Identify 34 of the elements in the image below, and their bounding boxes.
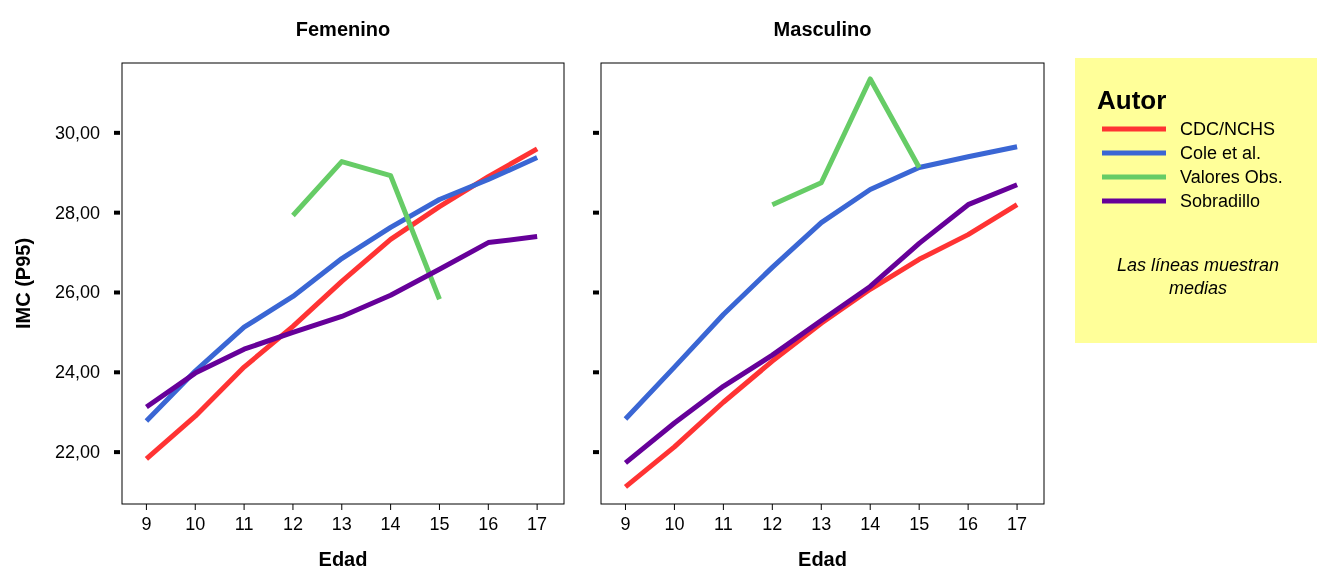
y-tick-label: 22,00 <box>54 442 100 463</box>
legend-label: Cole et al. <box>1180 143 1262 163</box>
x-tick-label: 10 <box>664 514 685 534</box>
x-tick-label: 10 <box>185 514 206 534</box>
x-tick-label: 9 <box>620 514 631 534</box>
legend-label: Valores Obs. <box>1180 167 1283 187</box>
x-tick-label: 12 <box>762 514 783 534</box>
x-axis-title: Edad <box>798 548 847 569</box>
y-tick-label: 24,00 <box>54 362 100 383</box>
x-axis-title: Edad <box>318 548 368 569</box>
legend-label: Sobradillo <box>1180 191 1261 211</box>
x-tick-label: 16 <box>478 514 499 534</box>
x-tick-label: 13 <box>811 514 832 534</box>
x-tick-label: 9 <box>141 514 152 534</box>
x-tick-label: 11 <box>714 514 733 534</box>
x-tick-label: 15 <box>429 514 450 534</box>
x-tick-label: 12 <box>282 514 303 534</box>
x-tick-label: 11 <box>234 514 254 534</box>
chart-title: Masculino <box>773 18 872 40</box>
y-tick-label: 26,00 <box>54 282 100 303</box>
legend-label: CDC/NCHS <box>1180 119 1276 139</box>
text: Las líneas muestran medias <box>1116 255 1280 298</box>
x-tick-label: 15 <box>909 514 930 534</box>
x-tick-label: 17 <box>527 514 548 534</box>
x-tick-label: 16 <box>958 514 979 534</box>
y-tick-label: 28,00 <box>54 202 100 223</box>
x-tick-label: 17 <box>1007 514 1028 534</box>
chart-title: Femenino <box>295 18 391 40</box>
y-tick-label: 30,00 <box>54 122 100 143</box>
x-tick-label: 14 <box>860 514 881 534</box>
x-tick-label: 13 <box>331 514 352 534</box>
legend-title: Autor <box>1097 85 1167 115</box>
x-tick-label: 14 <box>380 514 401 534</box>
y-axis-title: IMC (P95) <box>12 237 34 330</box>
